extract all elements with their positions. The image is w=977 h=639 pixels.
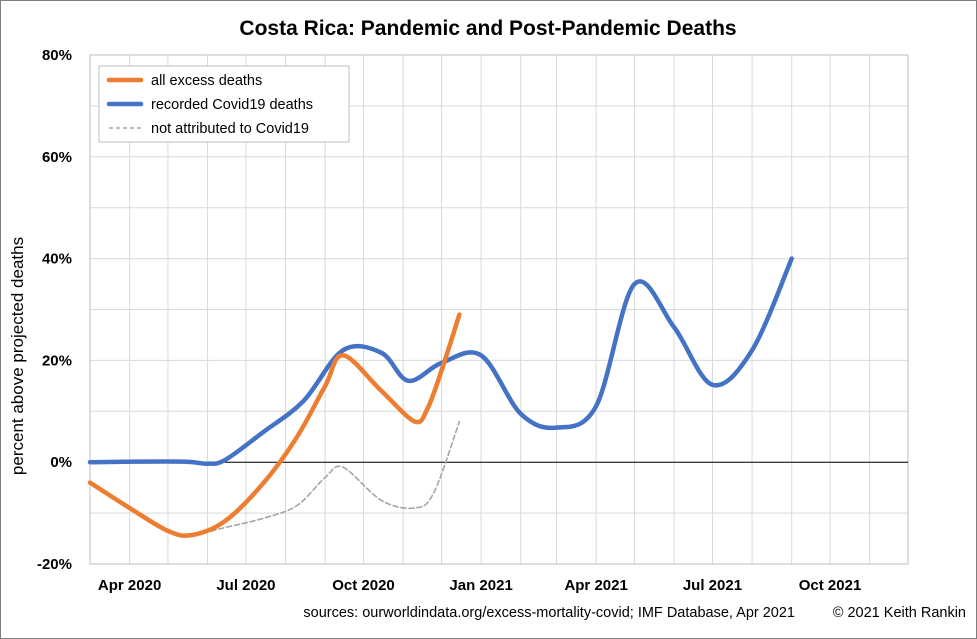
- copyright-note: © 2021 Keith Rankin: [833, 605, 966, 621]
- y-tick-label: 0%: [50, 454, 72, 471]
- series-line-excess-deaths: [87, 312, 462, 538]
- series-line-covid-deaths: [87, 256, 794, 466]
- title-country: Costa Rica: [239, 17, 348, 40]
- x-tick-label: Apr 2021: [564, 577, 627, 594]
- y-tick-label: 40%: [42, 251, 72, 268]
- chart-title: Costa Rica: Pandemic and Post-Pandemic D…: [239, 17, 736, 40]
- title-rest: : Pandemic and Post-Pandemic Deaths: [348, 17, 737, 40]
- sources-note: sources: ourworldindata.org/excess-morta…: [303, 605, 795, 621]
- x-tick-label: Oct 2020: [332, 577, 395, 594]
- x-tick-label: Jul 2020: [216, 577, 275, 594]
- legend-label-excess: all excess deaths: [151, 73, 262, 89]
- legend: all excess deaths recorded Covid19 death…: [98, 65, 350, 143]
- y-tick-label: 80%: [42, 47, 72, 64]
- y-axis-label: percent above projected deaths: [8, 237, 27, 475]
- x-tick-label: Jan 2021: [449, 577, 512, 594]
- legend-label-not-attributed: not attributed to Covid19: [151, 121, 309, 137]
- series-layer: [87, 256, 794, 538]
- x-axis-ticks: Apr 2020 Jul 2020 Oct 2020 Jan 2021 Apr 2021…: [98, 577, 861, 594]
- plot-area-border: [89, 54, 909, 565]
- x-tick-label: Oct 2021: [799, 577, 862, 594]
- legend-label-covid: recorded Covid19 deaths: [151, 97, 313, 113]
- y-axis-ticks: 80% 60% 40% 20% 0% -20%: [37, 47, 72, 573]
- y-tick-label: 60%: [42, 149, 72, 166]
- y-tick-label: 20%: [42, 352, 72, 369]
- x-tick-label: Jul 2021: [683, 577, 742, 594]
- y-tick-label: -20%: [37, 556, 72, 573]
- x-tick-label: Apr 2020: [98, 577, 161, 594]
